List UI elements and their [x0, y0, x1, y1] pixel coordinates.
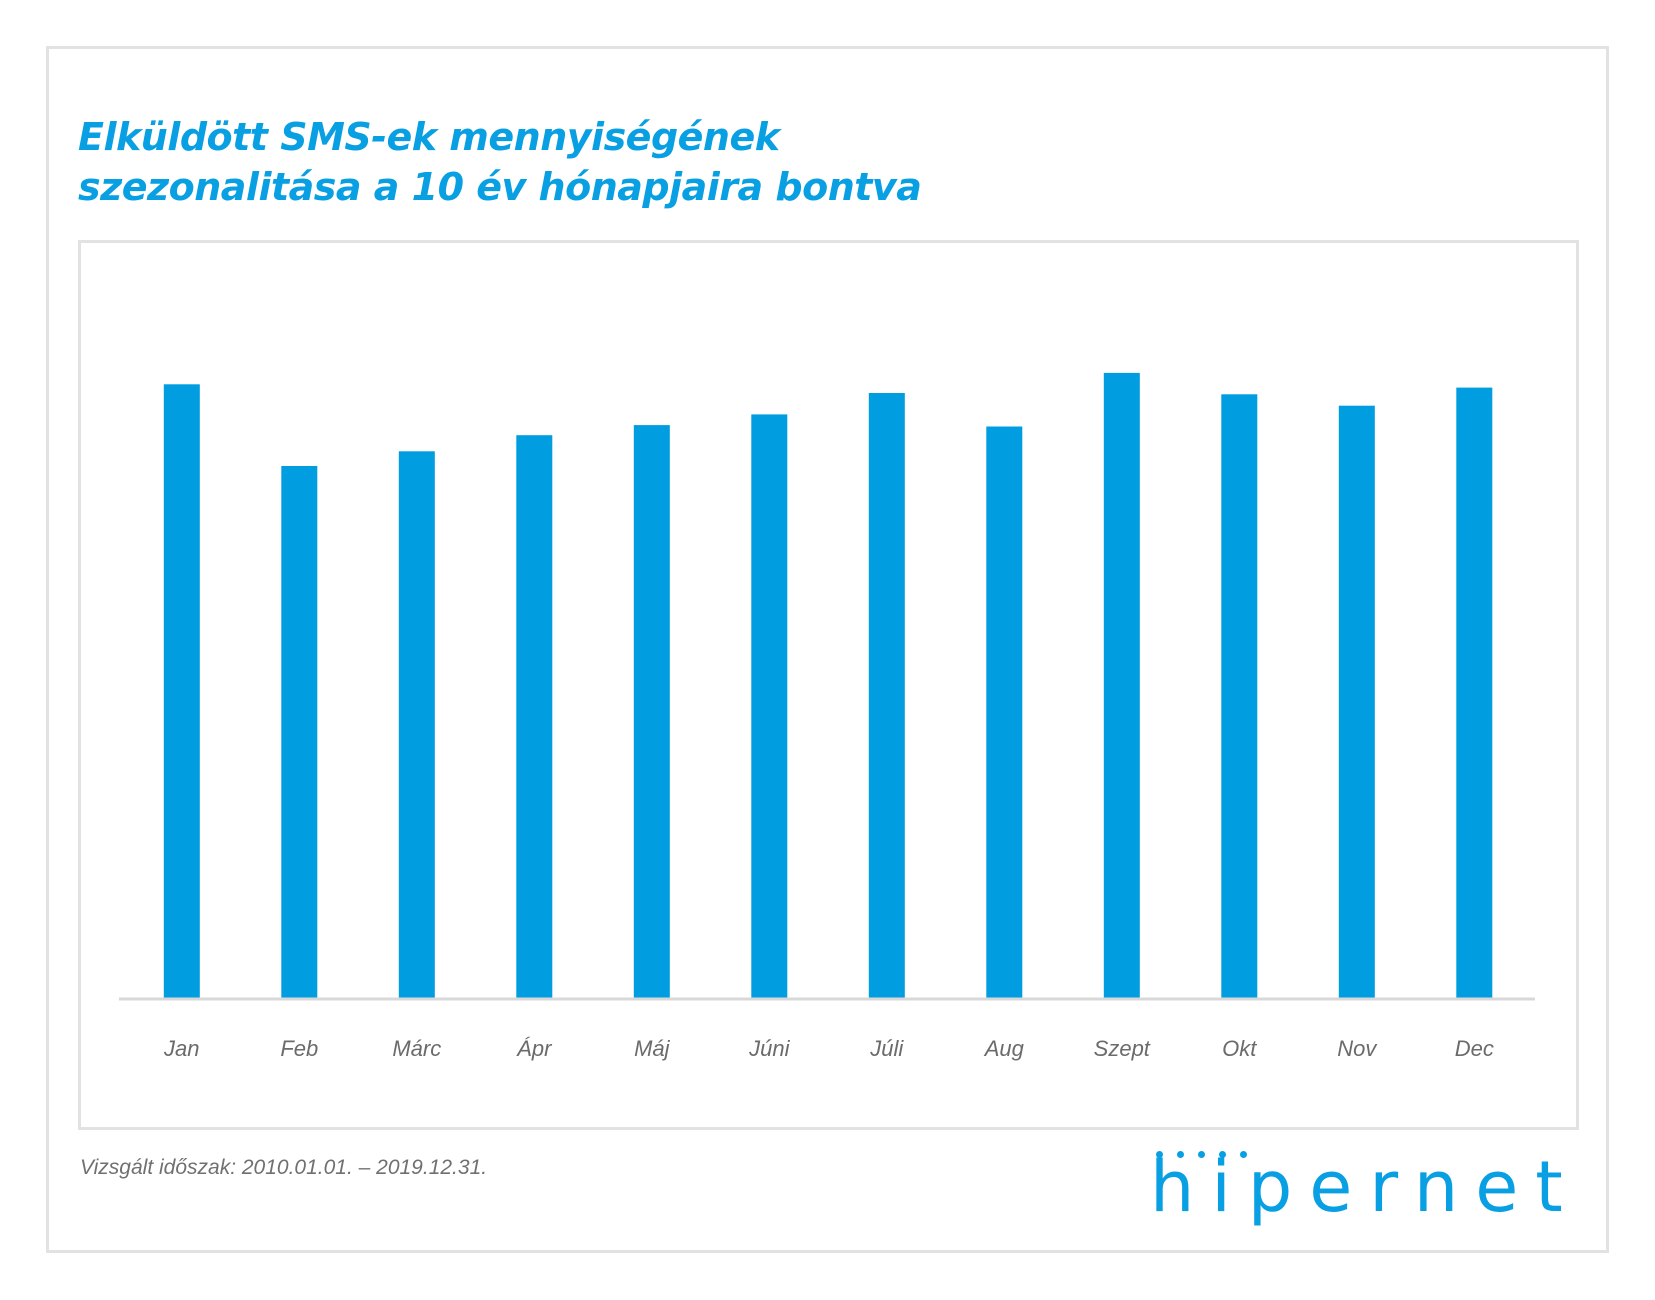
- bar-9: [1221, 394, 1258, 998]
- logo-wordmark: hipernet: [1150, 1146, 1580, 1228]
- bar-0: [163, 384, 200, 998]
- x-tick-labels: Jan Feb Márc Ápr Máj Júni Júli Aug Szept Okt Nov De…: [163, 1036, 1494, 1061]
- bars-group: [163, 372, 1493, 999]
- tick-label-3: Ápr: [516, 1036, 553, 1061]
- bar-chart: Jan Feb Márc Ápr Máj Júni Júli Aug Szept Okt Nov De…: [119, 372, 1535, 1061]
- tick-label-6: Júli: [869, 1036, 904, 1061]
- bar-2: [398, 451, 435, 998]
- tick-label-4: Máj: [634, 1036, 671, 1061]
- footnote-period: Vizsgált időszak: 2010.01.01. – 2019.12.…: [80, 1156, 488, 1179]
- tick-label-1: Feb: [280, 1036, 318, 1061]
- bar-10: [1338, 405, 1375, 998]
- bar-1: [281, 466, 318, 998]
- chart-title-line-1: Elküldött SMS-ek mennyiségének: [78, 115, 780, 159]
- chart-frame: [78, 240, 1579, 1130]
- tick-label-5: Júni: [748, 1036, 790, 1061]
- logo-dots: [1156, 1145, 1261, 1163]
- tick-label-0: Jan: [163, 1036, 199, 1061]
- tick-label-8: Szept: [1094, 1036, 1151, 1061]
- bar-11: [1456, 387, 1493, 999]
- tick-label-2: Márc: [392, 1036, 441, 1061]
- chart-title: Elküldött SMS-ek mennyiségének szezonali…: [78, 112, 1178, 212]
- hipernet-logo: hipernet: [1150, 1145, 1590, 1235]
- bar-6: [868, 393, 905, 998]
- bar-5: [751, 414, 788, 998]
- chart-title-line-2: szezonalitása a 10 év hónapjaira bontva: [78, 165, 922, 209]
- tick-label-9: Okt: [1222, 1036, 1257, 1061]
- tick-label-11: Dec: [1455, 1036, 1494, 1061]
- bar-8: [1103, 372, 1140, 998]
- bar-3: [516, 435, 553, 998]
- tick-label-7: Aug: [983, 1036, 1025, 1061]
- bar-4: [633, 425, 670, 999]
- tick-label-10: Nov: [1337, 1036, 1378, 1061]
- bar-7: [986, 426, 1023, 998]
